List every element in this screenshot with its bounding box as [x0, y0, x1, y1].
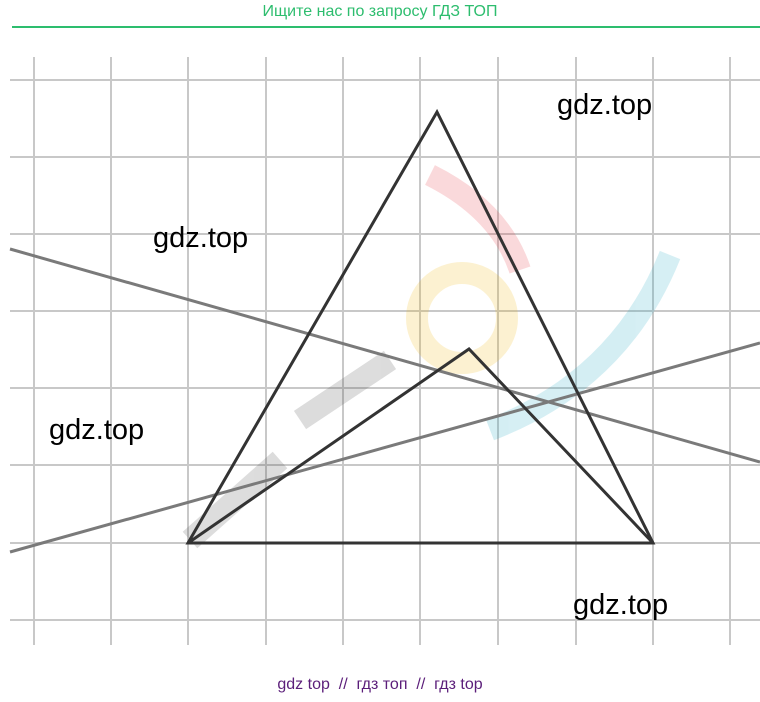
watermark: gdz.top [49, 414, 145, 446]
header-rule [12, 26, 760, 28]
triangles [185, 108, 656, 545]
header: Ищите нас по запросу ГДЗ ТОП [262, 3, 498, 20]
logo [182, 165, 681, 549]
watermark: gdz.top [573, 589, 669, 621]
watermark: gdz.top [557, 89, 653, 121]
lines [9, 247, 760, 554]
grid [10, 57, 760, 645]
watermark: gdz.top [153, 222, 249, 254]
footer: gdz top // гдз топ // гдз top [277, 676, 483, 693]
